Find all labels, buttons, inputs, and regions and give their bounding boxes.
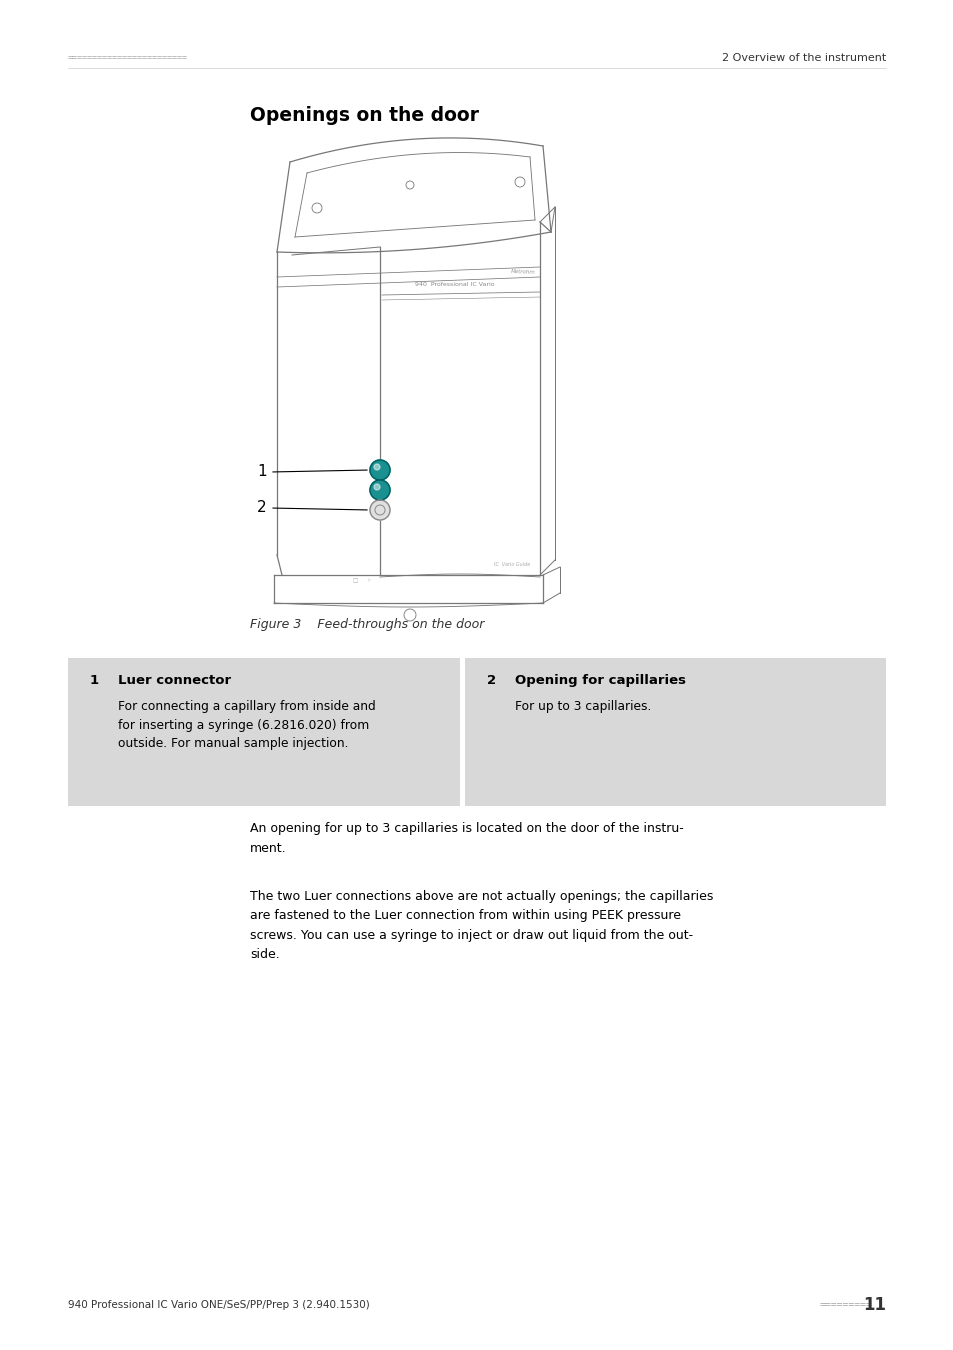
Text: Opening for capillaries: Opening for capillaries <box>515 674 685 687</box>
Circle shape <box>370 481 390 500</box>
Text: An opening for up to 3 capillaries is located on the door of the instru-
ment.: An opening for up to 3 capillaries is lo… <box>250 822 683 855</box>
Text: =========: ========= <box>820 1300 872 1310</box>
Text: 1: 1 <box>257 464 267 479</box>
Bar <box>68 657 459 806</box>
Text: ========================: ======================== <box>68 54 188 62</box>
Circle shape <box>370 460 390 481</box>
Text: 1: 1 <box>90 674 99 687</box>
Circle shape <box>374 464 379 470</box>
Text: Figure 3    Feed-throughs on the door: Figure 3 Feed-throughs on the door <box>250 618 484 630</box>
Text: The two Luer connections above are not actually openings; the capillaries
are fa: The two Luer connections above are not a… <box>250 890 713 961</box>
Text: Luer connector: Luer connector <box>118 674 231 687</box>
Text: □: □ <box>352 578 357 583</box>
Circle shape <box>374 485 379 490</box>
Text: 11: 11 <box>862 1296 885 1314</box>
Text: 2: 2 <box>486 674 496 687</box>
Text: IC  Vario Guide: IC Vario Guide <box>494 563 530 567</box>
Text: 2: 2 <box>257 501 267 516</box>
Text: 940 Professional IC Vario ONE/SeS/PP/Prep 3 (2.940.1530): 940 Professional IC Vario ONE/SeS/PP/Pre… <box>68 1300 370 1310</box>
Text: ▷: ▷ <box>368 578 371 582</box>
Text: For connecting a capillary from inside and
for inserting a syringe (6.2816.020) : For connecting a capillary from inside a… <box>118 701 375 751</box>
Text: 2 Overview of the instrument: 2 Overview of the instrument <box>721 53 885 63</box>
Text: Openings on the door: Openings on the door <box>250 107 478 126</box>
Text: For up to 3 capillaries.: For up to 3 capillaries. <box>515 701 651 713</box>
Text: 940  Professional IC Vario: 940 Professional IC Vario <box>415 282 494 288</box>
Bar <box>464 657 885 806</box>
Text: Metrohm: Metrohm <box>511 269 536 275</box>
Circle shape <box>370 500 390 520</box>
